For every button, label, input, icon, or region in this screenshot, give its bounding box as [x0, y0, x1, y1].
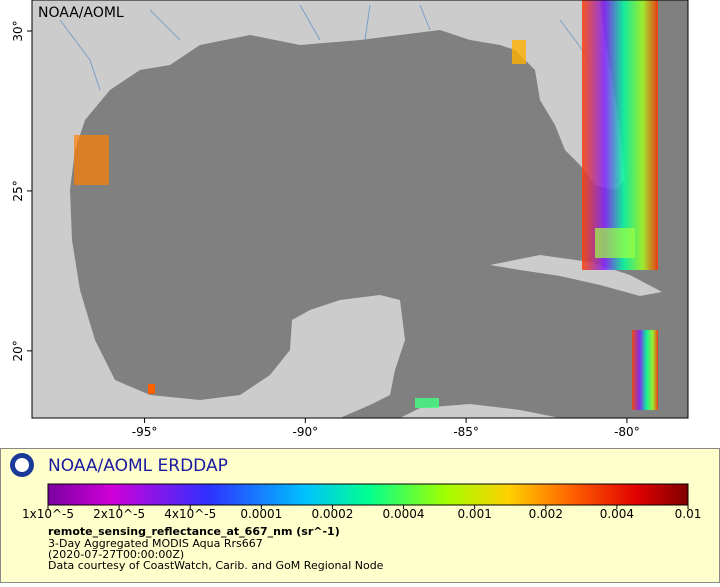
caption-line: 3-Day Aggregated MODIS Aqua Rrs667: [48, 537, 263, 550]
data-patch: [595, 228, 635, 258]
land: [32, 0, 625, 418]
caption-line: (2020-07-27T00:00:00Z): [48, 548, 184, 561]
colorbar-tick-label: 1x10^-5: [22, 507, 74, 521]
data-patch: [74, 135, 109, 185]
colorbar: [47, 483, 689, 506]
plot-frame: [31, 0, 689, 419]
colorbar-tick-label: 0.0004: [383, 507, 425, 521]
data-patch: [415, 398, 439, 408]
colorbar-tick-label: 0.004: [600, 507, 634, 521]
variable-name: remote_sensing_reflectance_at_667_nm (sr…: [48, 525, 340, 538]
x-tick-label: -95°: [132, 425, 158, 439]
noaa-logo-inner: [15, 458, 29, 472]
colorbar-tick-label: 0.001: [457, 507, 491, 521]
colorbar-tick-label: 0.0002: [311, 507, 353, 521]
caption-line: Data courtesy of CoastWatch, Carib. and …: [48, 559, 384, 572]
y-tick-label: 20°: [11, 340, 25, 361]
data-patch: [148, 384, 155, 394]
y-tick-label: 30°: [11, 20, 25, 41]
map-label: NOAA/AOML: [38, 5, 124, 21]
colorbar-tick-label: 0.0001: [240, 507, 282, 521]
data-patch: [512, 40, 526, 64]
colorbar-tick-label: 0.002: [529, 507, 563, 521]
x-tick-label: -80°: [614, 425, 640, 439]
legend-box: [0, 448, 720, 583]
colorbar-tick-label: 0.01: [675, 507, 702, 521]
y-tick-label: 25°: [11, 180, 25, 201]
honduras-coast: [400, 404, 560, 418]
x-tick-label: -85°: [453, 425, 479, 439]
rivers: [59, 4, 591, 91]
colorbar-tick-label: 2x10^-5: [93, 507, 145, 521]
data-swath: [632, 330, 658, 410]
x-tick-label: -90°: [293, 425, 319, 439]
map-plot: NOAA/AOML: [31, 0, 689, 419]
colorbar-tick-label: 4x10^-5: [164, 507, 216, 521]
data-swath: [582, 0, 658, 270]
cuba: [490, 255, 662, 296]
legend-title: NOAA/AOML ERDDAP: [48, 456, 228, 476]
legend-panel: NOAA/AOML ERDDAP remote_sensing_reflecta…: [0, 448, 720, 583]
